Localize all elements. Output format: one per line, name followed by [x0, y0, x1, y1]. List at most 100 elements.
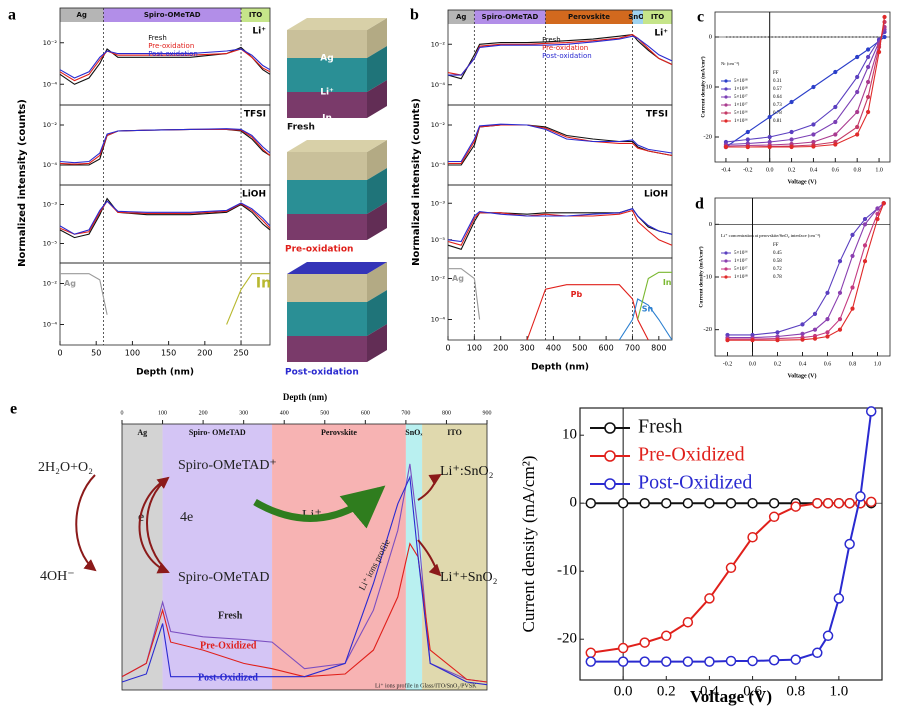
data-point	[790, 145, 794, 149]
y-tick-label: -10	[557, 563, 577, 579]
x-axis-title: Voltage (V)	[690, 687, 772, 706]
legend-ff: 0.31	[773, 79, 782, 84]
schematic-label: Li⁺ ions profile in Glass/ITO/SnO₂/PVSK	[375, 682, 477, 689]
x-tick-label: 200	[493, 344, 508, 353]
data-point	[882, 201, 886, 205]
data-point	[838, 291, 842, 295]
legend-marker	[724, 103, 727, 106]
panel-letter: a	[8, 7, 16, 24]
legend-label: 5×10¹⁸	[734, 78, 748, 84]
data-point	[813, 648, 822, 657]
data-point	[801, 338, 805, 342]
x-tick-label: 1.0	[874, 361, 882, 367]
data-point	[834, 499, 843, 508]
data-point	[826, 331, 830, 335]
series-line	[448, 209, 672, 250]
y-tick-label: 10⁻²	[43, 121, 58, 129]
chart-panel: 10⁻²10⁻⁴TFSI	[43, 105, 270, 185]
legend-title: Nₜ (cm⁻³)	[721, 61, 740, 66]
data-point	[838, 259, 842, 263]
data-point	[662, 657, 671, 666]
panel-letter: d	[695, 196, 704, 213]
region-label: Ag	[456, 13, 466, 21]
data-point	[813, 312, 817, 316]
data-point	[801, 323, 805, 327]
legend-label: Pre-oxidation	[542, 44, 588, 52]
data-point	[838, 317, 842, 321]
data-point	[751, 338, 755, 342]
legend-label: Post-Oxidized	[638, 472, 752, 494]
y-tick-label: 10⁻⁴	[431, 161, 446, 169]
legend-marker	[724, 119, 727, 122]
x-tick-label: 200	[197, 349, 212, 358]
legend-label: Post-oxidation	[148, 50, 198, 58]
data-point	[768, 135, 772, 139]
region	[272, 424, 406, 690]
y-tick-label: 10	[562, 427, 577, 443]
panel-letter: c	[697, 9, 704, 26]
schematic-label: Spiro-OMeTAD⁺	[178, 458, 277, 473]
data-point	[867, 407, 876, 416]
series-line	[448, 209, 672, 242]
legend-marker	[724, 79, 727, 82]
subplot-annotation: LiOH	[644, 190, 668, 200]
y-axis-title: Normalized intensity (counts)	[411, 98, 422, 266]
legend-label: Post-oxidation	[542, 52, 592, 60]
x-tick-label: 0.2	[657, 683, 676, 699]
data-point	[855, 110, 859, 114]
subplot-annotation: LiOH	[242, 190, 266, 200]
data-point	[855, 55, 859, 59]
data-point	[813, 499, 822, 508]
series-line	[728, 203, 884, 339]
x-tick-label: 50	[91, 349, 101, 358]
legend-label: Pre-oxidation	[148, 42, 194, 50]
x-tick-label: 700	[625, 344, 640, 353]
legend-marker	[605, 423, 615, 433]
data-point	[824, 631, 833, 640]
schematic-label: Spiro-OMeTAD	[178, 570, 269, 585]
legend-marker	[605, 451, 615, 461]
data-point	[845, 499, 854, 508]
x-tick-label: 0.0	[766, 167, 774, 173]
subplot-annotation: Li⁺	[654, 29, 668, 39]
data-point	[683, 618, 692, 627]
y-tick-label: 10⁻²	[43, 39, 58, 47]
legend-ff: 0.64	[773, 95, 782, 100]
data-point	[845, 540, 854, 549]
subplot-annotation: TFSI	[244, 110, 266, 120]
x-tick-label: 900	[483, 410, 492, 416]
y-axis-title: Normalized intensity (counts)	[17, 99, 28, 267]
schematic-label: 4OH⁻	[40, 569, 75, 584]
cube-layer	[287, 274, 367, 302]
data-point	[851, 307, 855, 311]
subplot-annotation: Li⁺	[252, 27, 266, 37]
x-tick-label: 250	[233, 349, 248, 358]
legend-marker	[724, 267, 727, 270]
data-point	[790, 100, 794, 104]
data-point	[791, 655, 800, 664]
legend-label: Fresh	[542, 36, 561, 44]
y-tick-label: 10⁻⁴	[431, 81, 446, 89]
series-label: Sn	[642, 305, 654, 314]
x-tick-label: 0.4	[810, 167, 818, 173]
x-tick-label: 0	[121, 410, 124, 416]
y-tick-label: -20	[703, 133, 712, 140]
data-point	[640, 499, 649, 508]
x-tick-label: -0.2	[723, 361, 733, 367]
data-point	[586, 499, 595, 508]
x-tick-label: 150	[161, 349, 176, 358]
data-point	[770, 499, 779, 508]
data-point	[813, 337, 817, 341]
data-point	[826, 335, 830, 339]
series-line	[448, 125, 672, 163]
y-tick-label: 0	[570, 495, 578, 511]
chart-panel: 10⁻³10⁻⁵LiOH	[43, 185, 270, 263]
x-axis-title: Depth (nm)	[531, 363, 589, 373]
data-point	[883, 15, 887, 19]
series-line	[728, 203, 884, 337]
x-tick-label: 0.2	[788, 167, 796, 173]
y-axis-title: Current density (mA/cm²)	[519, 456, 538, 633]
data-point	[866, 95, 870, 99]
region-label: Ag	[77, 11, 87, 19]
